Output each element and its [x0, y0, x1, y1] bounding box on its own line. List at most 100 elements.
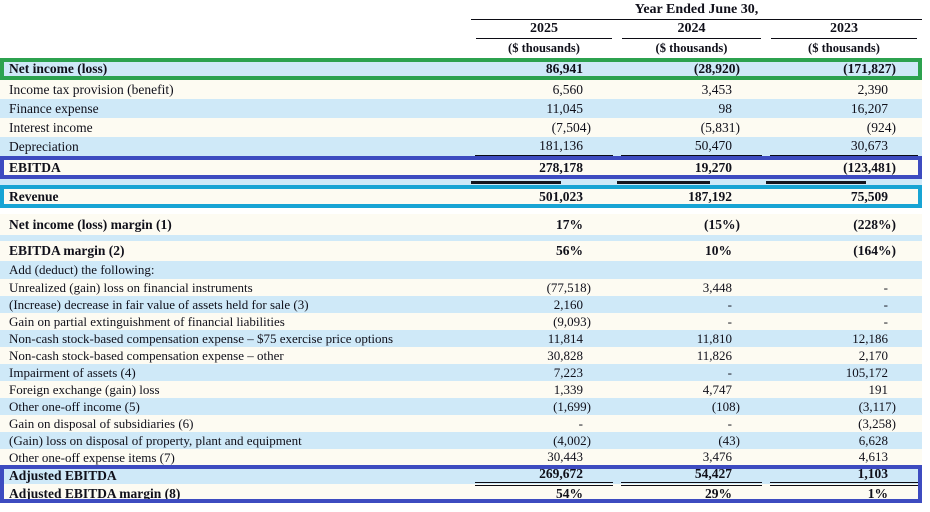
- value-cell: [617, 261, 766, 279]
- value-cell: (3,258): [858, 415, 896, 431]
- value-cell: 3,476: [621, 449, 762, 466]
- table-row: Unrealized (gain) loss on financial inst…: [0, 279, 922, 296]
- value-cell: 187,192: [688, 188, 732, 204]
- table-row: Non-cash stock-based compensation expens…: [0, 347, 922, 364]
- table-row: Adjusted EBITDA margin (8) 54% 29% 1%: [0, 484, 922, 503]
- value-cell: -: [727, 415, 732, 431]
- row-label: Unrealized (gain) loss on financial inst…: [9, 279, 253, 295]
- spacer-cell: [617, 179, 766, 185]
- table-row: Adjusted EBITDA 269,672 54,427 1,103: [0, 465, 922, 486]
- value-cell: [766, 261, 922, 279]
- value-cell: (4,002): [553, 432, 591, 448]
- row-label: Gain on disposal of subsidiaries (6): [9, 415, 194, 431]
- value-cell: -: [578, 415, 583, 431]
- value-cell: 1,339: [553, 381, 583, 397]
- table-row: Other one-off expense items (7) 30,443 3,4…: [0, 449, 922, 466]
- value-cell: 30,828: [547, 347, 583, 363]
- table-row: Depreciation 181,136 50,470 30,673: [0, 137, 922, 156]
- value-cell: 56%: [556, 243, 583, 258]
- row-label: EBITDA: [9, 159, 61, 175]
- value-cell: 1,103: [770, 465, 918, 486]
- value-cell: (28,920): [693, 61, 740, 76]
- table-row: Gain on partial extinguishment of financ…: [0, 313, 922, 330]
- value-cell: [471, 261, 617, 279]
- value-cell: 11,814: [547, 330, 583, 346]
- row-label: Gain on partial extinguishment of financ…: [9, 313, 285, 329]
- header-spacer: [0, 0, 471, 20]
- value-cell: (123,481): [843, 159, 896, 175]
- value-cell: 3,448: [702, 279, 732, 295]
- value-cell: 4,747: [702, 381, 732, 397]
- value-cell: -: [727, 296, 732, 312]
- value-cell: -: [883, 313, 888, 329]
- value-cell: (43): [718, 432, 740, 448]
- table-row: Interest income (7,504) (5,831) (924): [0, 118, 922, 137]
- row-label: Net income (loss): [9, 61, 108, 76]
- value-cell: 2,170: [858, 347, 888, 363]
- table-row: Add (deduct) the following:: [0, 261, 922, 279]
- value-cell: -: [727, 364, 732, 380]
- row-label: Non-cash stock-based compensation expens…: [9, 347, 284, 363]
- row-label: Income tax provision (benefit): [9, 81, 174, 97]
- row-label: (Gain) loss on disposal of property, pla…: [9, 432, 302, 448]
- column-unit-2023: ($ thousands): [808, 41, 880, 55]
- value-cell: 501,023: [539, 188, 583, 204]
- row-label: Revenue: [9, 188, 59, 204]
- table-row: Income tax provision (benefit) 6,560 3,453…: [0, 80, 922, 99]
- value-cell: 105,172: [845, 364, 888, 380]
- row-label: Other one-off income (5): [9, 398, 140, 414]
- table-row: EBITDA 278,178 19,270 (123,481): [0, 156, 922, 179]
- column-year-2025: 2025: [476, 20, 612, 39]
- row-label: Other one-off expense items (7): [9, 449, 175, 465]
- value-cell: 30,673: [770, 137, 918, 156]
- row-label: Adjusted EBITDA margin (8): [9, 485, 181, 501]
- value-cell: (924): [866, 119, 896, 135]
- value-cell: (15%): [704, 216, 740, 232]
- table-row: Impairment of assets (4) 7,223 - 105,172: [0, 364, 922, 381]
- row-label: Impairment of assets (4): [9, 364, 136, 380]
- table-row: (Increase) decrease in fair value of ass…: [0, 296, 922, 313]
- value-cell: 86,941: [545, 61, 583, 76]
- value-cell: 11,826: [696, 347, 732, 363]
- value-cell: 98: [718, 100, 733, 116]
- value-cell: (164%): [853, 243, 896, 258]
- value-cell: 11,045: [546, 100, 583, 116]
- value-cell: -: [727, 313, 732, 329]
- value-cell: -: [883, 279, 888, 295]
- value-cell: 10%: [705, 243, 732, 258]
- value-cell: (77,518): [546, 279, 591, 295]
- value-cell: 19,270: [694, 159, 732, 175]
- table-body: Net income (loss) 86,941 (28,920) (171,827)…: [0, 58, 930, 503]
- row-label: Add (deduct) the following:: [9, 262, 155, 277]
- column-unit-2024: ($ thousands): [655, 41, 728, 55]
- value-cell: 12,186: [852, 330, 888, 346]
- value-cell: (171,827): [843, 61, 896, 76]
- table-row: EBITDA margin (2) 56% 10% (164%): [0, 241, 922, 261]
- row-label: Finance expense: [9, 100, 99, 116]
- row-label: Adjusted EBITDA: [9, 467, 117, 483]
- table-row: Net income (loss) 86,941 (28,920) (171,827): [0, 58, 922, 80]
- row-label: EBITDA margin (2): [9, 243, 125, 258]
- row-label: Interest income: [9, 119, 93, 135]
- value-cell: 2,160: [553, 296, 583, 312]
- value-cell: 191: [868, 381, 889, 397]
- double-underline-mark: [471, 180, 561, 184]
- spacer-cell: [766, 179, 922, 185]
- header-spacer: [0, 39, 471, 58]
- table-row: Revenue 501,023 187,192 75,509: [0, 185, 922, 208]
- value-cell: 6,560: [552, 81, 583, 97]
- row-label: Foreign exchange (gain) loss: [9, 381, 160, 397]
- table-row: Finance expense 11,045 98 16,207: [0, 99, 922, 118]
- value-cell: (5,831): [700, 119, 740, 135]
- value-cell: 4,613: [770, 449, 918, 466]
- value-cell: (3,117): [858, 398, 896, 414]
- value-cell: 29%: [705, 485, 732, 501]
- value-cell: 2,390: [857, 81, 888, 97]
- value-cell: 17%: [556, 216, 583, 232]
- spacer-row: [0, 235, 922, 241]
- column-unit-2025: ($ thousands): [508, 41, 580, 55]
- value-cell: 6,628: [858, 432, 888, 448]
- value-cell: (108): [711, 398, 740, 414]
- value-cell: 181,136: [475, 137, 613, 156]
